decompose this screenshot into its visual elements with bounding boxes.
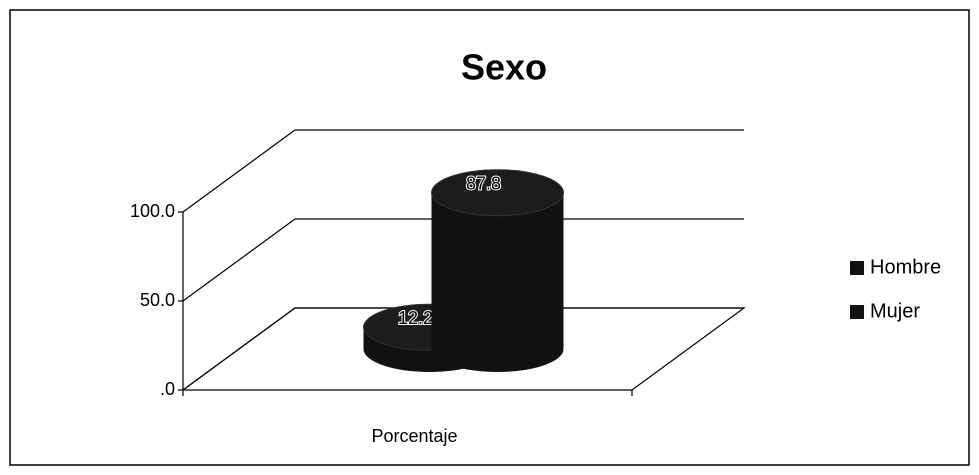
legend-label: Hombre bbox=[870, 256, 941, 278]
x-tick-label: Porcentaje bbox=[371, 426, 457, 446]
chart-title: Sexo bbox=[461, 47, 547, 88]
grid-line bbox=[182, 129, 744, 213]
data-label: 12.2 bbox=[398, 308, 433, 328]
grid-line bbox=[182, 307, 744, 391]
data-label: 87.8 bbox=[466, 173, 501, 193]
grid-line bbox=[182, 218, 744, 302]
cylinder-body bbox=[431, 192, 564, 349]
y-tick-label: 100.0 bbox=[130, 201, 175, 221]
y-tick-label: .0 bbox=[160, 379, 175, 399]
legend-swatch bbox=[850, 305, 864, 319]
y-tick-label: 50.0 bbox=[140, 290, 175, 310]
legend-swatch bbox=[850, 261, 864, 275]
cylinder-top bbox=[431, 169, 564, 217]
legend-label: Mujer bbox=[870, 300, 920, 322]
